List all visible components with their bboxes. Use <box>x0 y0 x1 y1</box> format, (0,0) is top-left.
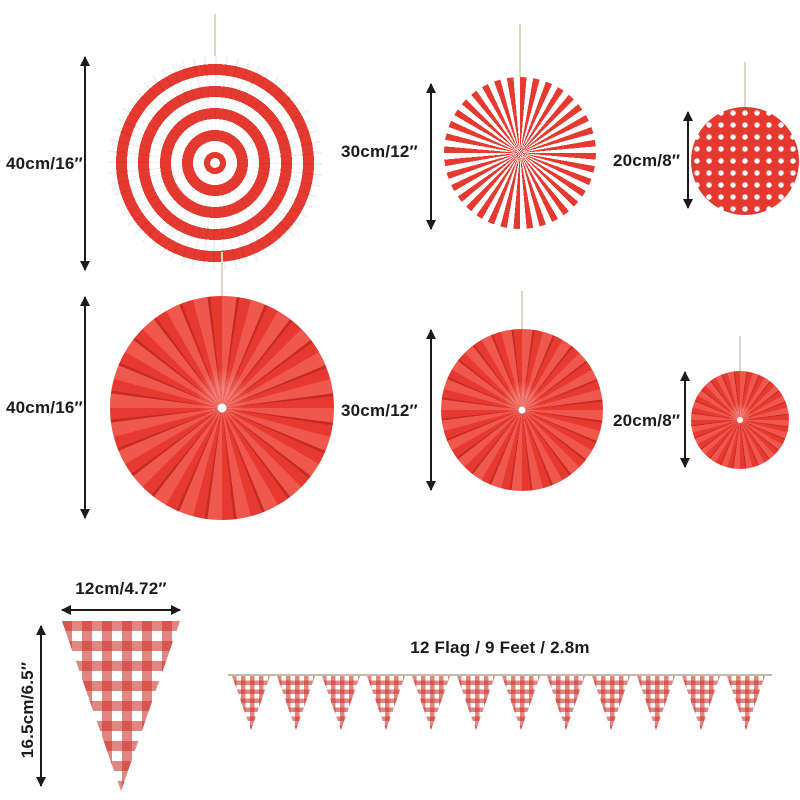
banner-flag <box>502 676 540 730</box>
banner-flag <box>592 676 630 730</box>
pennant-height-arrow <box>36 625 46 787</box>
paper-fan-solid-30cm <box>441 329 603 491</box>
banner-flag <box>277 676 315 730</box>
hanging-string <box>739 336 741 372</box>
hanging-string <box>519 24 521 78</box>
paper-fan-solid-20cm <box>691 371 789 469</box>
pennant-width-arrow <box>61 605 181 615</box>
dimension-arrow-solid-fan-small <box>680 371 690 468</box>
paper-fan-striped-40cm <box>108 56 322 270</box>
dimension-label-polkadot-fan: 20cm/8″ <box>613 151 681 170</box>
banner-flag <box>232 676 270 730</box>
dimension-label-striped-fan: 40cm/16″ <box>6 154 83 173</box>
banner-flag <box>637 676 675 730</box>
pennant-banner-flags <box>232 676 765 730</box>
hanging-string <box>214 14 216 58</box>
dimension-arrow-solid-fan-medium <box>426 329 436 491</box>
hanging-string <box>744 62 746 108</box>
dimension-arrow-solid-fan-large <box>80 296 90 519</box>
fan-center <box>210 158 220 168</box>
dimension-label-solid-fan-medium: 30cm/12″ <box>341 401 418 420</box>
banner-flag <box>322 676 360 730</box>
banner-flag <box>727 676 765 730</box>
pennant-height-label: 16.5cm/6.5″ <box>18 661 37 759</box>
hanging-string <box>221 252 223 298</box>
paper-fan-polkadot-20cm <box>691 107 799 215</box>
pennant-width-label: 12cm/4.72″ <box>75 579 167 598</box>
dimension-label-solid-fan-large: 40cm/16″ <box>6 398 83 417</box>
banner-flag <box>547 676 585 730</box>
banner-flag <box>457 676 495 730</box>
paper-fan-pinwheel-30cm <box>444 77 596 229</box>
hanging-string <box>521 291 523 331</box>
fan-center <box>518 406 526 414</box>
paper-fan-solid-40cm <box>110 296 334 520</box>
banner-flag <box>412 676 450 730</box>
fan-center <box>217 403 227 413</box>
dimension-arrow-striped-fan <box>80 56 90 271</box>
banner-flag <box>682 676 720 730</box>
gingham-pennant <box>62 621 180 791</box>
banner-flag <box>367 676 405 730</box>
dimension-label-pinwheel-fan: 30cm/12″ <box>341 142 418 161</box>
dimension-label-solid-fan-small: 20cm/8″ <box>613 411 681 430</box>
dimension-arrow-pinwheel-fan <box>426 83 436 230</box>
banner-length-label: 12 Flag / 9 Feet / 2.8m <box>410 638 590 657</box>
fan-center <box>737 417 743 423</box>
dimension-arrow-polkadot-fan <box>683 111 693 209</box>
banner-string-line <box>228 674 772 676</box>
